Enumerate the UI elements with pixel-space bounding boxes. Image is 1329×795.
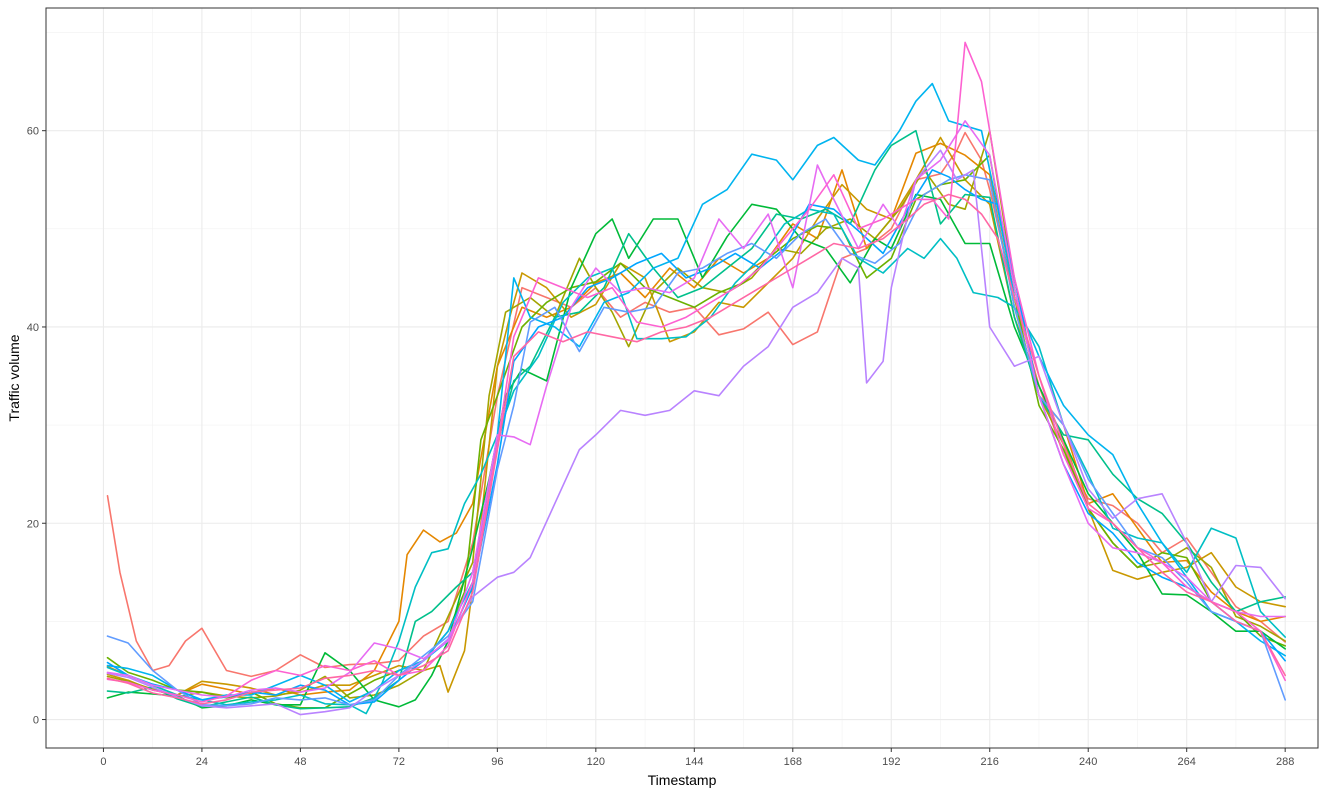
series-line-13 [106, 120, 1286, 698]
x-tick-label: 48 [294, 756, 306, 768]
axes: 0 24 48 72 96 120 144 168 192 216 240 264 288 0 20 40 60 [27, 126, 1295, 768]
series-line-10 [106, 169, 1286, 706]
series-line-12 [106, 149, 1286, 716]
x-tick-label: 144 [685, 756, 703, 768]
x-tick-label: 24 [196, 756, 208, 768]
plot-panel-border [45, 7, 1319, 749]
x-axis-title: Timestamp [648, 772, 717, 788]
y-tick-label: 0 [33, 715, 39, 727]
x-tick-label: 288 [1276, 756, 1294, 768]
series-line-7 [106, 129, 1286, 710]
x-tick-label: 72 [393, 756, 405, 768]
series-line-1 [106, 131, 1286, 678]
x-tick-label: 192 [882, 756, 900, 768]
series-line-6 [106, 193, 1286, 709]
x-tick-label: 0 [100, 756, 106, 768]
series-lines [106, 41, 1286, 716]
x-tick-label: 240 [1079, 756, 1097, 768]
x-tick-label: 216 [981, 756, 999, 768]
series-line-4 [106, 129, 1286, 699]
y-tick-label: 40 [27, 322, 39, 334]
y-tick-label: 20 [27, 518, 39, 530]
y-tick-label: 60 [27, 126, 39, 138]
series-line-3 [106, 136, 1286, 696]
x-tick-label: 168 [784, 756, 802, 768]
x-tick-label: 96 [491, 756, 503, 768]
series-line-9 [106, 82, 1286, 703]
series-line-5 [106, 154, 1286, 709]
series-line-2 [106, 142, 1286, 696]
grid [46, 8, 1318, 748]
series-line-15 [106, 193, 1286, 705]
series-line-11 [106, 174, 1286, 707]
series-line-14 [106, 41, 1286, 703]
x-tick-label: 264 [1178, 756, 1196, 768]
y-axis-title: Traffic volume [6, 334, 22, 421]
x-tick-label: 120 [587, 756, 605, 768]
